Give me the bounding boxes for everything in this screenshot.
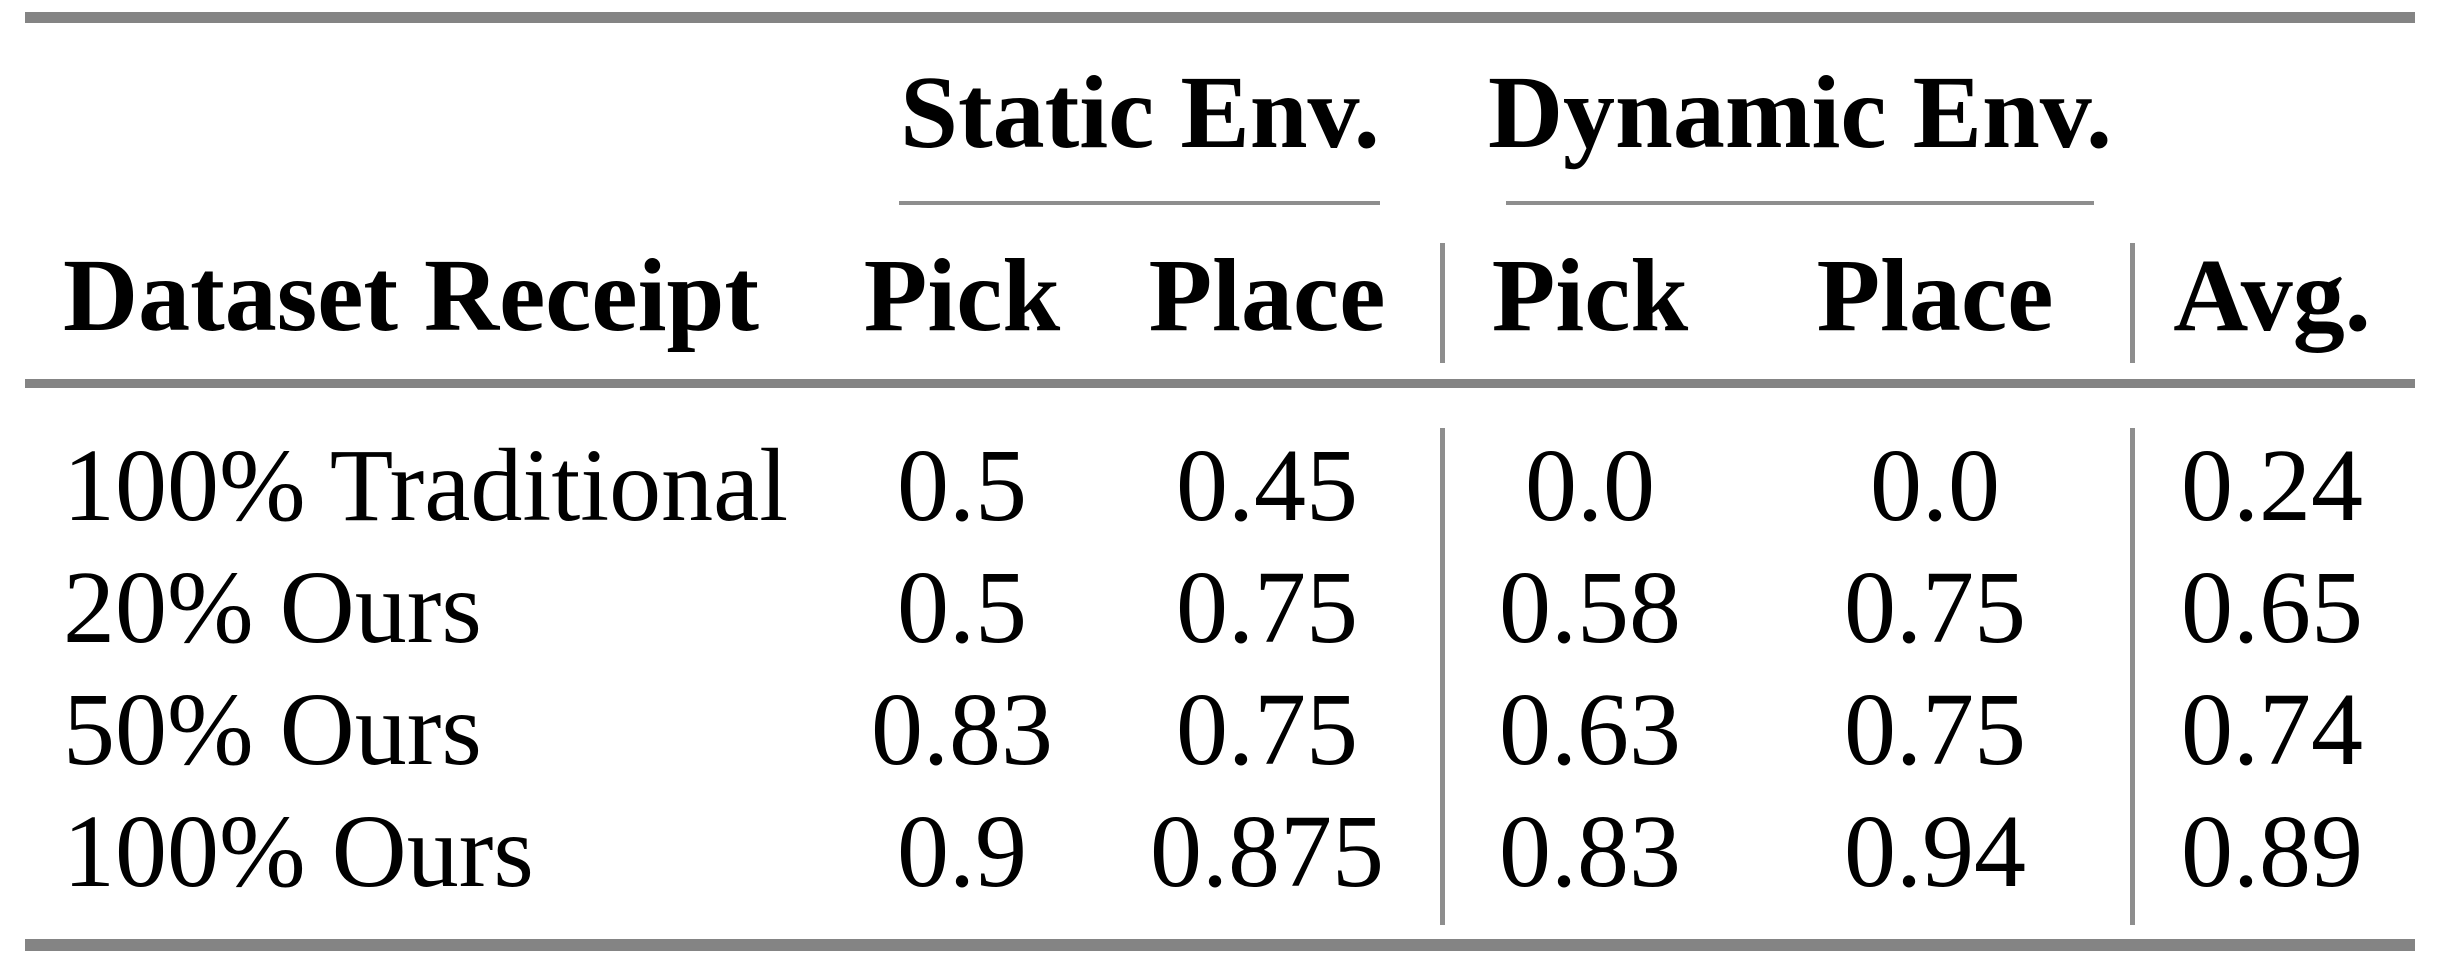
column-divider bbox=[1440, 428, 1445, 925]
table-cell: 0.63 bbox=[1499, 672, 1681, 787]
table-cell: 0.65 bbox=[2181, 550, 2363, 665]
table-cell: 0.5 bbox=[897, 550, 1027, 665]
dynamic-env-underline bbox=[1506, 201, 2094, 205]
table-cell: 0.58 bbox=[1499, 550, 1681, 665]
table-cell: 0.83 bbox=[871, 672, 1053, 787]
table-cell: 0.45 bbox=[1176, 428, 1358, 543]
table-cell: 0.94 bbox=[1844, 794, 2026, 909]
table-cell: 0.83 bbox=[1499, 794, 1681, 909]
table-cell: 0.24 bbox=[2181, 428, 2363, 543]
table-cell: 0.75 bbox=[1844, 550, 2026, 665]
column-header-dataset-receipt: Dataset Receipt bbox=[63, 238, 759, 353]
table-cell: 0.89 bbox=[2181, 794, 2363, 909]
table-cell: 0.75 bbox=[1176, 550, 1358, 665]
row-label: 100% Ours bbox=[63, 794, 534, 909]
column-header-static-pick: Pick bbox=[863, 238, 1061, 353]
column-divider bbox=[2130, 243, 2135, 363]
mid-rule bbox=[25, 379, 2415, 388]
static-env-underline bbox=[899, 201, 1380, 205]
column-header-dynamic-pick: Pick bbox=[1491, 238, 1689, 353]
row-label: 20% Ours bbox=[63, 550, 482, 665]
table-cell: 0.75 bbox=[1844, 672, 2026, 787]
column-header-avg: Avg. bbox=[2173, 238, 2371, 353]
table-cell: 0.0 bbox=[1525, 428, 1655, 543]
column-group-static-env: Static Env. bbox=[900, 55, 1380, 170]
table-cell: 0.74 bbox=[2181, 672, 2363, 787]
row-label: 50% Ours bbox=[63, 672, 482, 787]
row-label: 100% Traditional bbox=[63, 428, 789, 543]
column-divider bbox=[1440, 243, 1445, 363]
top-rule bbox=[25, 12, 2415, 23]
column-header-static-place: Place bbox=[1148, 238, 1386, 353]
column-header-dynamic-place: Place bbox=[1816, 238, 2054, 353]
bottom-rule bbox=[25, 939, 2415, 951]
table-cell: 0.5 bbox=[897, 428, 1027, 543]
column-divider bbox=[2130, 428, 2135, 925]
table-cell: 0.875 bbox=[1150, 794, 1384, 909]
table-cell: 0.75 bbox=[1176, 672, 1358, 787]
table-cell: 0.0 bbox=[1870, 428, 2000, 543]
table-cell: 0.9 bbox=[897, 794, 1027, 909]
column-group-dynamic-env: Dynamic Env. bbox=[1487, 55, 2113, 170]
